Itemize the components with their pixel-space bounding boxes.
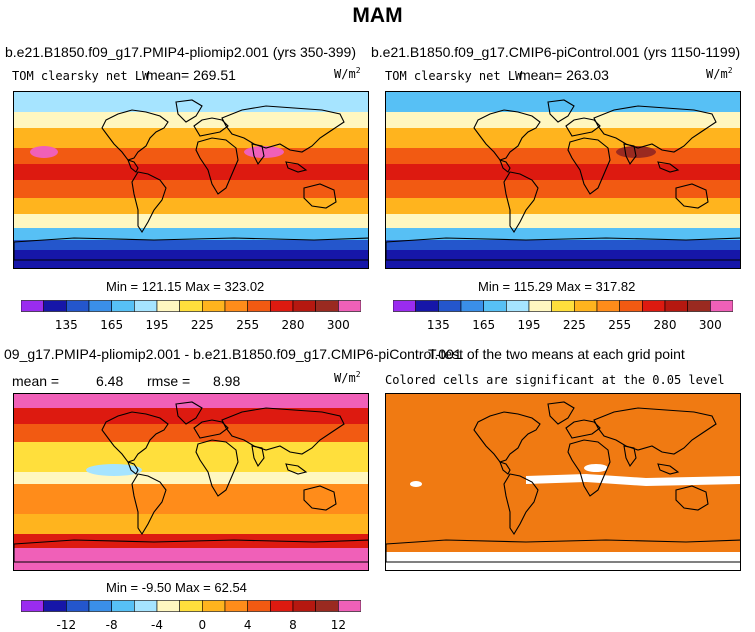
panel2-minmax: Min = 115.29 Max = 317.82 — [478, 279, 636, 294]
colorbar-swatch — [642, 300, 666, 312]
colorbar-tick-label: 165 — [472, 318, 496, 332]
colorbar-swatch — [43, 600, 67, 612]
panel1-map — [13, 91, 369, 269]
colorbar-swatch — [134, 300, 158, 312]
colorbar-swatch — [528, 300, 552, 312]
colorbar-swatch — [710, 300, 733, 312]
colorbar-swatch — [224, 300, 248, 312]
colorbar-swatch — [66, 600, 90, 612]
main-title: MAM — [352, 4, 403, 27]
panel3-rmse-value: 8.98 — [213, 373, 241, 389]
colorbar-swatch — [664, 300, 688, 312]
colorbar-swatch — [43, 300, 67, 312]
panel1-title: b.e21.B1850.f09_g17.PMIP4-pliomip2.001 (… — [5, 44, 356, 60]
panel1-variable-label: TOM clearsky net LW — [12, 69, 150, 83]
panel2-variable-label: TOM clearsky net LW — [385, 69, 523, 83]
colorbar-swatch — [687, 300, 711, 312]
colorbar-tick-label: 0 — [198, 618, 207, 632]
panel3-mean-value: 6.48 — [96, 373, 124, 389]
panel1-mean: mean= 269.51 — [146, 67, 236, 83]
panel2-title: b.e21.B1850.f09_g17.CMIP6-piControl.001 … — [371, 44, 741, 60]
colorbar-tick-label: 8 — [289, 618, 297, 632]
colorbar-swatch — [66, 300, 90, 312]
colorbar-swatch — [438, 300, 462, 312]
panel4-map — [385, 393, 741, 571]
colorbar-swatch — [224, 600, 248, 612]
colorbar-swatch — [88, 300, 112, 312]
colorbar-swatch — [415, 300, 439, 312]
colorbar-swatch — [156, 600, 180, 612]
colorbar-swatch — [111, 300, 135, 312]
panel2-map — [385, 91, 741, 269]
colorbar-swatch — [315, 300, 339, 312]
colorbar-swatch — [292, 300, 316, 312]
colorbar-swatch — [179, 600, 203, 612]
panel3-mean-label: mean = — [12, 373, 60, 389]
panel3-map — [13, 393, 369, 571]
colorbar-tick-label: 225 — [190, 318, 214, 332]
colorbar-swatch — [21, 600, 44, 612]
panel4-title: T-test of the two means at each grid poi… — [428, 346, 685, 362]
colorbar-swatch — [483, 300, 507, 312]
colorbar-tick-label: 195 — [145, 318, 169, 332]
panel3-units: W/m2 — [334, 370, 361, 385]
colorbar-swatch — [506, 300, 530, 312]
panel3-minmax: Min = -9.50 Max = 62.54 — [106, 580, 247, 595]
panel2-colorbar: 135 165 195 225 255 280 300 — [393, 300, 733, 336]
colorbar-swatch — [338, 600, 361, 612]
colorbar-tick-label: 135 — [426, 318, 450, 332]
colorbar-tick-label: 195 — [517, 318, 541, 332]
colorbar-tick-label: 280 — [281, 318, 305, 332]
colorbar-tick-label: 280 — [653, 318, 677, 332]
colorbar-swatch — [619, 300, 643, 312]
panel1-units: W/m2 — [334, 66, 361, 81]
colorbar-tick-label: 300 — [698, 318, 722, 332]
colorbar-swatch — [202, 600, 226, 612]
panel1-colorbar: 135 165 195 225 255 280 300 — [21, 300, 361, 336]
panel2-units: W/m2 — [706, 66, 733, 81]
colorbar-swatch — [270, 600, 294, 612]
colorbar-tick-label: 12 — [330, 618, 346, 632]
panel3-rmse-label: rmse = — [147, 373, 191, 389]
colorbar-tick-label: 225 — [562, 318, 586, 332]
colorbar-tick-label: 255 — [608, 318, 632, 332]
colorbar-swatch — [551, 300, 575, 312]
panel4-subtitle: Colored cells are significant at the 0.0… — [385, 373, 725, 387]
colorbar-tick-label: -4 — [151, 618, 163, 632]
colorbar-tick-label: 165 — [100, 318, 124, 332]
colorbar-swatch — [460, 300, 484, 312]
colorbar-tick-label: -12 — [56, 618, 77, 632]
colorbar-tick-label: 135 — [54, 318, 78, 332]
panel2-mean: mean= 263.03 — [519, 67, 609, 83]
colorbar-swatch — [574, 300, 598, 312]
panel1-minmax: Min = 121.15 Max = 323.02 — [106, 279, 265, 294]
colorbar-swatch — [202, 300, 226, 312]
panel3-colorbar: -12 -8 -4 0 4 8 12 — [21, 600, 361, 632]
colorbar-swatch — [338, 300, 361, 312]
colorbar-swatch — [134, 600, 158, 612]
colorbar-swatch — [393, 300, 416, 312]
colorbar-swatch — [247, 300, 271, 312]
colorbar-swatch — [111, 600, 135, 612]
colorbar-tick-label: -8 — [105, 618, 118, 632]
colorbar-swatch — [156, 300, 180, 312]
colorbar-swatch — [179, 300, 203, 312]
colorbar-tick-label: 300 — [326, 318, 350, 332]
colorbar-swatch — [247, 600, 271, 612]
colorbar-tick-label: 4 — [243, 618, 252, 632]
panel3-title: 09_g17.PMIP4-pliomip2.001 - b.e21.B1850.… — [4, 346, 462, 362]
colorbar-swatch — [21, 300, 44, 312]
colorbar-swatch — [270, 300, 294, 312]
colorbar-swatch — [88, 600, 112, 612]
colorbar-swatch — [292, 600, 316, 612]
colorbar-swatch — [596, 300, 620, 312]
colorbar-tick-label: 255 — [236, 318, 260, 332]
colorbar-swatch — [315, 600, 339, 612]
